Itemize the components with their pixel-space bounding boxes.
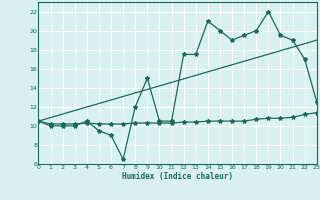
X-axis label: Humidex (Indice chaleur): Humidex (Indice chaleur) bbox=[122, 172, 233, 181]
